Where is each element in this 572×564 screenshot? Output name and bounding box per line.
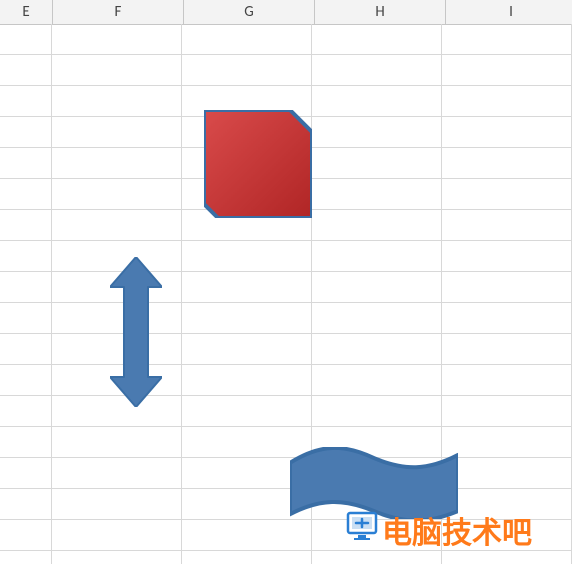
wave-banner-shape[interactable] <box>290 447 458 519</box>
column-header-E[interactable]: E <box>0 0 53 24</box>
column-header-row: EFGHI <box>0 0 572 25</box>
column-header-F[interactable]: F <box>53 0 184 24</box>
column-header-H[interactable]: H <box>315 0 446 24</box>
cell-grid[interactable] <box>0 24 572 564</box>
column-header-G[interactable]: G <box>184 0 315 24</box>
column-header-I[interactable]: I <box>446 0 572 24</box>
snip-corner-rectangle-shape[interactable] <box>204 110 312 218</box>
spreadsheet-viewport: EFGHI 电脑技术吧 <box>0 0 572 564</box>
up-down-arrow-shape[interactable] <box>110 257 162 407</box>
